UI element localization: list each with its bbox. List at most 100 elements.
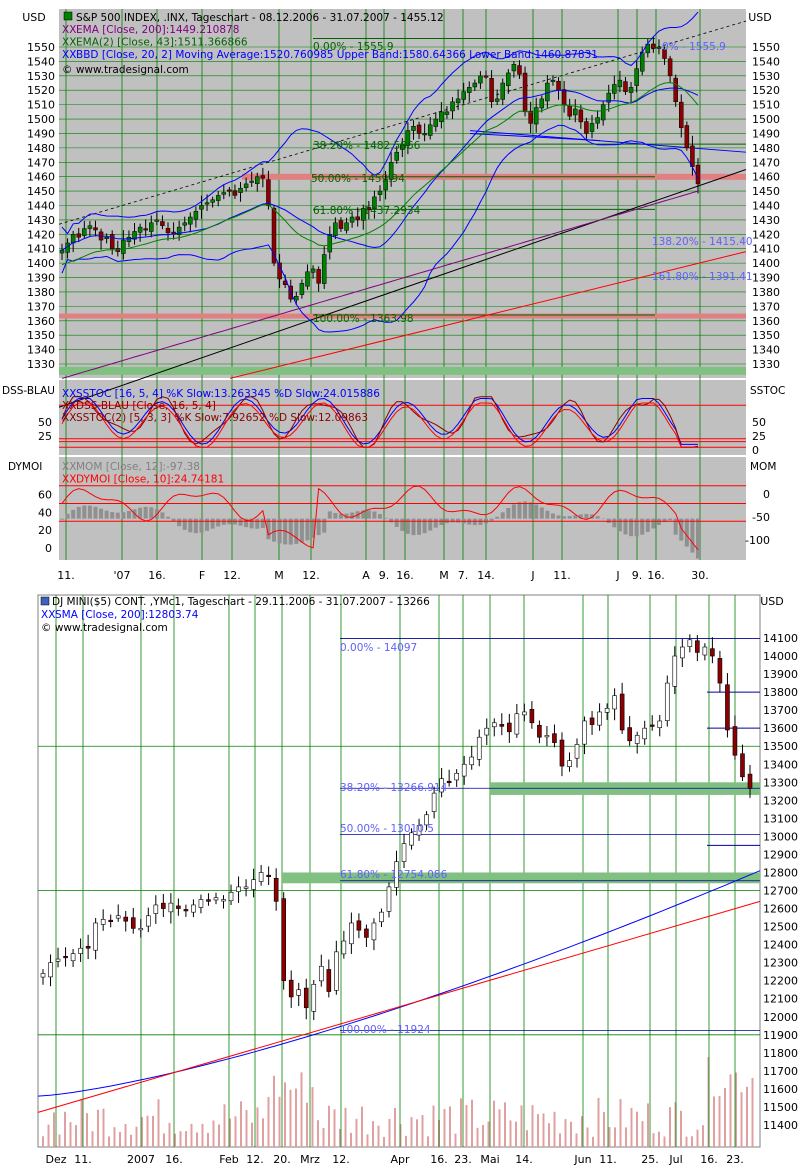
price-candle [478, 75, 483, 84]
dj-x-tick-label: Mai [480, 1153, 499, 1166]
sp-y-tick-right: 1400 [752, 257, 780, 270]
dj-candle [649, 724, 655, 727]
mom-legend-text: MOM [Close, 12]:-97.38 [76, 461, 200, 473]
price-candle [87, 225, 93, 229]
momentum-bar [411, 518, 416, 536]
momentum-bar [696, 518, 700, 559]
momentum-bar [277, 518, 282, 544]
momentum-bar [645, 518, 650, 532]
momentum-bar [534, 504, 539, 519]
price-candle [372, 196, 377, 210]
volume-bar [141, 1117, 143, 1147]
volume-bar [130, 1134, 132, 1147]
dj-x-tick-label: Jun [573, 1153, 591, 1166]
momentum-bar [199, 518, 204, 533]
dj-candle [123, 916, 129, 922]
volume-bar [251, 1122, 253, 1147]
volume-bar [372, 1121, 374, 1147]
momentum-bar [177, 518, 182, 527]
volume-bar [377, 1125, 380, 1147]
stoch-y-tick-left: 50 [38, 416, 52, 429]
stoch-y-tick-left: 25 [38, 430, 52, 443]
dj-candle [138, 928, 144, 931]
dj-y-tick: 13600 [763, 722, 798, 735]
volume-bar [366, 1134, 369, 1147]
momentum-bar [99, 508, 104, 519]
dj-candle [100, 919, 106, 925]
dj-candle [627, 727, 632, 742]
momentum-bar [143, 506, 148, 519]
dj-y-tick: 12700 [763, 885, 798, 898]
dj-candle [326, 969, 332, 992]
dj-legend-text: SMA [Close, 200]:12803.74 [55, 609, 199, 621]
price-candle [690, 145, 695, 167]
volume-bar [289, 1089, 292, 1147]
price-candle [673, 77, 678, 103]
volume-bar [102, 1108, 105, 1147]
dj-candle [356, 920, 362, 931]
dj-candle [228, 892, 234, 902]
dj-candle [710, 648, 715, 657]
price-candle [639, 52, 645, 72]
dj-candle [612, 695, 617, 710]
price-candle [59, 249, 65, 254]
price-candle [305, 271, 310, 287]
volume-bar [284, 1082, 286, 1147]
blue-trendline-2 [469, 132, 601, 142]
price-candle [215, 195, 221, 201]
sp-unit-right: USD [748, 11, 772, 24]
ema200-line [61, 190, 699, 379]
price-candle [255, 176, 260, 184]
dj-candle [604, 708, 610, 713]
momentum-bar [93, 506, 98, 519]
sp-y-tick-left: 1370 [27, 300, 55, 313]
volume-bar [713, 1096, 715, 1147]
volume-bar [696, 1129, 699, 1147]
volume-bar [207, 1132, 209, 1147]
stoch-plot-bg [59, 380, 746, 455]
price-candle [405, 130, 411, 146]
price-candle [394, 151, 399, 161]
sp-y-tick-left: 1360 [27, 315, 55, 328]
volume-bar [531, 1105, 534, 1147]
momentum-bar [679, 518, 684, 541]
volume-bar [498, 1109, 501, 1147]
dj-x-tick-label: 14. [515, 1153, 533, 1166]
dj-candle [213, 897, 219, 901]
dj-candle [191, 904, 196, 913]
dj-candle [747, 773, 753, 789]
volume-bar [581, 1116, 583, 1147]
price-candle [154, 219, 160, 222]
volume-bar [487, 1121, 490, 1147]
dj-y-tick: 12200 [763, 975, 798, 988]
stoch-left-label: DSS-BLAU [2, 385, 55, 397]
momentum-bar [216, 518, 221, 527]
price-candle [679, 101, 684, 128]
momentum-bar [294, 518, 299, 544]
sp-y-tick-left: 1520 [27, 84, 55, 97]
momentum-bar [76, 506, 81, 519]
price-candle [82, 228, 87, 236]
dj-candle [597, 711, 602, 726]
dj-candle [296, 989, 302, 996]
momentum-bar [126, 510, 131, 519]
momentum-bar [623, 518, 628, 535]
price-candle [349, 216, 355, 223]
momentum-bar [662, 518, 667, 523]
volume-bar [157, 1099, 160, 1147]
dj-candle [108, 919, 113, 922]
dj-candle [364, 928, 369, 938]
dj-y-tick: 11500 [763, 1101, 798, 1114]
price-candle [444, 111, 450, 115]
price-candle [188, 216, 193, 225]
legend-marker: XX [62, 49, 76, 61]
dj-candle [341, 940, 347, 955]
dj-candle [529, 709, 535, 724]
price-candle [204, 202, 210, 205]
volume-bar [394, 1108, 396, 1147]
mom-y-tick-right: -100 [745, 534, 770, 547]
volume-bar [515, 1121, 517, 1147]
dj-candle [424, 814, 429, 826]
price-candle [388, 162, 394, 180]
momentum-bar [684, 518, 689, 547]
